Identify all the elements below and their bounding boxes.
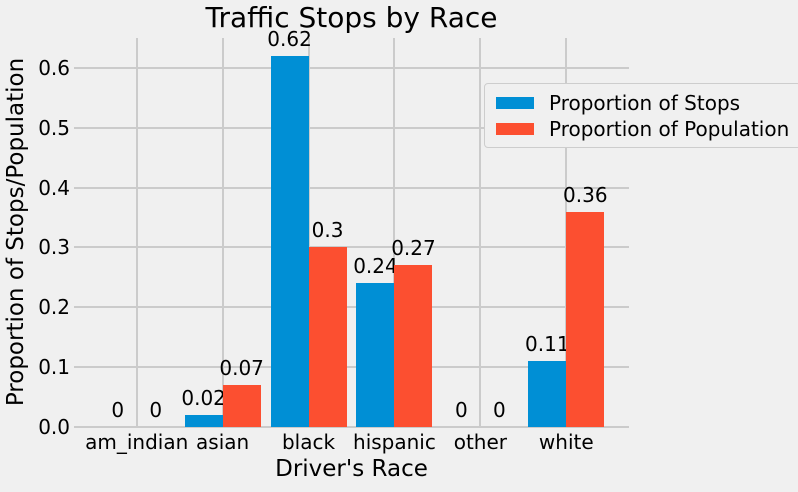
ytick-0.2: 0.2 [38,295,70,320]
gridline-y-0.3 [74,246,629,249]
bar-label-population-hispanic: 0.27 [391,236,436,261]
bar-label-population-black: 0.3 [311,218,344,243]
xtick-other: other [453,430,507,454]
gridline-x-other [479,38,482,427]
bar-population-black [308,247,347,427]
bar-stops-hispanic [356,283,395,427]
bar-population-hispanic [394,265,433,427]
bar-label-stops-am_indian: 0 [111,398,125,422]
gridline-x-asian [221,38,224,427]
bar-stops-asian [184,415,223,427]
bar-population-asian [222,385,261,427]
bar-stops-white [528,361,567,427]
gridline-x-am_indian [135,38,138,427]
gridline-y-0.0 [74,426,629,428]
x-axis-label: Driver's Race [275,456,428,482]
bar-label-population-other: 0 [492,398,506,422]
bar-label-stops-hispanic: 0.24 [353,254,398,279]
bar-label-stops-white: 0.11 [525,332,570,357]
y-axis-label: Proportion of Stops/Population [3,57,29,407]
xtick-white: white [538,430,594,454]
bar-label-stops-black: 0.62 [267,26,312,51]
gridline-y-0.2 [74,306,629,309]
ytick-0.0: 0.0 [38,415,70,439]
ytick-0.3: 0.3 [38,235,70,260]
gridline-x-hispanic [393,38,396,427]
gridline-y-0.5 [74,126,629,129]
gridline-x-black [307,38,310,427]
bar-label-stops-asian: 0.02 [181,386,226,411]
gridline-y-0.4 [74,186,629,189]
legend-label-stops: Proportion of Stops [549,90,741,115]
xtick-black: black [281,430,336,454]
xtick-am_indian: am_indian [85,430,189,454]
legend-item-population: Proportion of Population [496,116,789,141]
legend: Proportion of Stops Proportion of Popula… [484,83,798,148]
gridline-y-0.1 [74,366,629,369]
ytick-0.4: 0.4 [38,175,70,200]
xtick-hispanic: hispanic [353,430,436,454]
xtick-asian: asian [196,430,250,454]
bar-label-population-asian: 0.07 [219,356,264,381]
bar-label-population-am_indian: 0 [149,398,163,422]
legend-item-stops: Proportion of Stops [496,90,789,115]
bar-population-white [566,211,605,427]
legend-swatch-stops-icon [496,96,534,109]
bar-stops-black [270,55,309,427]
bar-label-population-white: 0.36 [563,182,608,207]
bar-label-stops-other: 0 [454,398,468,422]
legend-label-population: Proportion of Population [549,116,790,141]
gridline-y-0.6 [74,66,629,69]
ytick-0.5: 0.5 [38,115,70,140]
ytick-0.1: 0.1 [38,355,70,380]
legend-swatch-population-icon [496,122,534,135]
plot-area: 0 0.02 0.62 0.24 0 0.11 0 0.07 0.3 0.27 0 0.36 [74,27,629,428]
ytick-0.6: 0.6 [38,55,70,80]
chart-title: Traffic Stops by Race [205,1,498,34]
